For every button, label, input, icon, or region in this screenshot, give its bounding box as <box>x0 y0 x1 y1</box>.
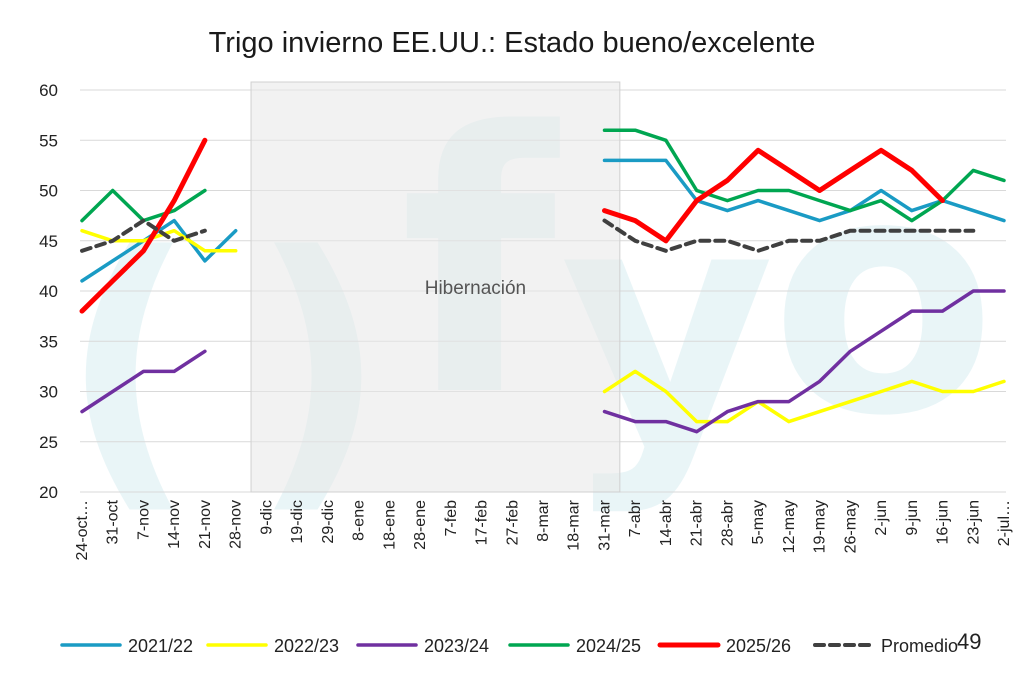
x-tick-label: 9-dic <box>258 500 275 535</box>
y-tick-label: 60 <box>39 81 58 100</box>
x-tick-label: 7-feb <box>443 500 460 537</box>
series-line <box>602 289 1006 434</box>
y-tick-label: 50 <box>39 182 58 201</box>
x-tick-label: 28-nov <box>228 500 245 549</box>
x-tick-label: 2-jun <box>873 500 890 536</box>
hibernation-box <box>250 81 621 493</box>
x-tick-label: 18-ene <box>381 500 398 550</box>
x-tick-label: 29-dic <box>320 500 337 544</box>
y-tick-label: 30 <box>39 383 58 402</box>
x-tick-label: 12-may <box>781 500 798 553</box>
series-line <box>80 228 238 253</box>
series-line <box>602 128 1006 223</box>
watermark-glyph: o <box>770 104 997 488</box>
x-tick-label: 8-ene <box>351 500 368 541</box>
hibernation-region: Hibernación <box>250 81 621 493</box>
x-tick-label: 18-mar <box>566 499 583 550</box>
x-tick-label: 7-nov <box>135 500 152 540</box>
x-tick-label: 17-feb <box>474 500 491 545</box>
x-tick-label: 28-ene <box>412 500 429 550</box>
chart-title: Trigo invierno EE.UU.: Estado bueno/exce… <box>209 27 816 59</box>
x-tick-label: 27-feb <box>504 500 521 545</box>
watermark-glyph: ( <box>60 192 197 541</box>
legend-label: Promedio <box>881 636 958 656</box>
y-tick-label: 45 <box>39 232 58 251</box>
x-tick-label: 28-abr <box>719 499 736 546</box>
series-line <box>80 218 238 283</box>
x-tick-label: 21-abr <box>689 499 706 546</box>
legend-label: 2024/25 <box>576 636 641 656</box>
hibernation-label: Hibernación <box>425 278 526 299</box>
x-tick-label: 26-may <box>842 500 859 553</box>
series-line <box>80 218 207 253</box>
y-tick-label: 55 <box>39 131 58 150</box>
x-tick-label: 8-mar <box>535 499 552 541</box>
series-line <box>80 349 207 414</box>
legend: 2021/22 2022/23 2023/24 2024/25 2025/26 Prome… <box>60 636 958 656</box>
series-line <box>602 218 976 253</box>
x-axis: 24-oct… 31-oct 7-nov 14-nov 21-nov 28-nov 9-di… <box>74 499 1013 560</box>
x-tick-label: 5-may <box>750 500 767 544</box>
x-tick-label: 14-abr <box>658 499 675 546</box>
x-tick-label: 7-abr <box>627 499 644 537</box>
legend-label: 2021/22 <box>128 636 193 656</box>
series-lines <box>79 128 1006 434</box>
x-tick-label: 31-oct <box>105 499 122 544</box>
y-tick-label: 40 <box>39 282 58 301</box>
x-tick-label: 16-jun <box>935 500 952 544</box>
series-line <box>602 147 945 244</box>
x-tick-label: 31-mar <box>596 499 613 550</box>
data-label: 49 <box>957 629 981 654</box>
y-tick-label: 35 <box>39 332 58 351</box>
x-tick-label: 14-nov <box>166 500 183 549</box>
x-tick-label: 9-jun <box>904 500 921 536</box>
legend-label: 2022/23 <box>274 636 339 656</box>
annotations: 49 <box>957 629 981 654</box>
x-tick-label: 23-jun <box>965 500 982 544</box>
series-line <box>79 137 208 314</box>
x-tick-label: 19-may <box>812 500 829 553</box>
y-tick-label: 25 <box>39 433 58 452</box>
legend-label: 2023/24 <box>424 636 489 656</box>
x-tick-label: 21-nov <box>197 500 214 549</box>
x-tick-label: 19-dic <box>289 500 306 544</box>
series-line <box>602 369 1006 424</box>
x-tick-label: 2-jul… <box>996 500 1013 546</box>
x-tick-label: 24-oct… <box>74 500 91 560</box>
legend-label: 2025/26 <box>726 636 791 656</box>
y-tick-label: 20 <box>39 483 58 502</box>
y-axis: 20 25 30 35 40 45 50 55 60 <box>39 81 58 502</box>
